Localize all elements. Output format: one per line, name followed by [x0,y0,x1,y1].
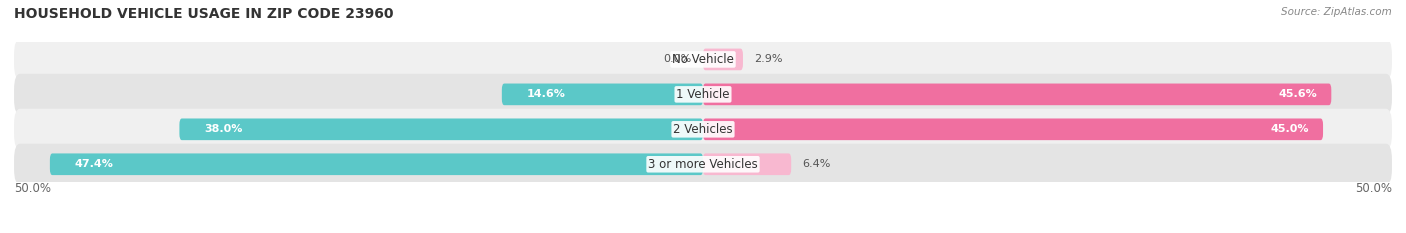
Text: 47.4%: 47.4% [75,159,114,169]
FancyBboxPatch shape [14,144,1392,185]
Text: 2.9%: 2.9% [754,55,783,64]
Text: Source: ZipAtlas.com: Source: ZipAtlas.com [1281,7,1392,17]
Text: 50.0%: 50.0% [14,182,51,195]
Text: 1 Vehicle: 1 Vehicle [676,88,730,101]
FancyBboxPatch shape [703,118,1323,140]
FancyBboxPatch shape [703,84,1331,105]
Text: 2 Vehicles: 2 Vehicles [673,123,733,136]
Text: 45.0%: 45.0% [1271,124,1309,134]
Text: No Vehicle: No Vehicle [672,53,734,66]
Text: 6.4%: 6.4% [803,159,831,169]
Text: 50.0%: 50.0% [1355,182,1392,195]
Text: 0.0%: 0.0% [664,55,692,64]
FancyBboxPatch shape [703,154,792,175]
Text: 38.0%: 38.0% [204,124,243,134]
FancyBboxPatch shape [180,118,703,140]
Text: 45.6%: 45.6% [1279,89,1317,99]
FancyBboxPatch shape [502,84,703,105]
Text: 3 or more Vehicles: 3 or more Vehicles [648,158,758,171]
FancyBboxPatch shape [14,74,1392,115]
Text: 14.6%: 14.6% [527,89,565,99]
FancyBboxPatch shape [703,49,742,70]
FancyBboxPatch shape [14,39,1392,80]
FancyBboxPatch shape [14,109,1392,150]
FancyBboxPatch shape [49,154,703,175]
Text: HOUSEHOLD VEHICLE USAGE IN ZIP CODE 23960: HOUSEHOLD VEHICLE USAGE IN ZIP CODE 2396… [14,7,394,21]
